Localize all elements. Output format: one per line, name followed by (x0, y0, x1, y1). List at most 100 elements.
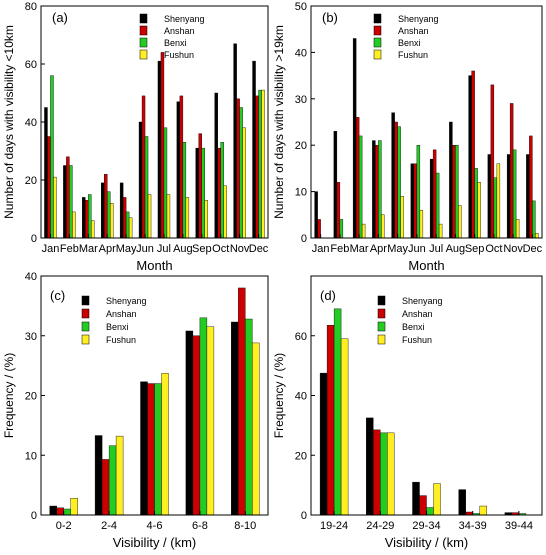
bar-fushun-feb (72, 211, 76, 239)
x-tick-label: Jan (312, 243, 330, 255)
legend-swatch-anshan (81, 308, 90, 319)
x-tick-label: 0-2 (56, 520, 72, 532)
bar-shenyang-mar (352, 38, 357, 239)
bar-anshan-nov (509, 103, 514, 239)
bar-benxi-jan (50, 75, 54, 239)
y-axis-title: Number of days with visibility <10km (2, 25, 16, 219)
bar-anshan-dec (255, 95, 259, 239)
panel-label: (b) (322, 10, 338, 25)
y-tick-label: 60 (295, 331, 307, 343)
legend-label-fushun: Fushun (398, 50, 428, 60)
bar-benxi-4-6 (154, 383, 162, 516)
legend-label-anshan: Anshan (402, 309, 433, 319)
bar-fushun-apr (110, 202, 114, 239)
legend-swatch-shenyang (377, 295, 386, 306)
bar-anshan-29-34 (419, 495, 427, 516)
bar-anshan-mar (85, 200, 89, 239)
bar-shenyang-sep (468, 75, 472, 239)
x-tick-label: Feb (60, 243, 79, 255)
x-tick-label: Mar (79, 243, 98, 255)
bar-benxi-sep (474, 168, 478, 239)
legend-swatch-fushun (139, 49, 148, 60)
bar-shenyang-8-10 (231, 321, 239, 516)
y-tick-label: 20 (295, 140, 307, 152)
x-tick-label: May (387, 243, 408, 255)
bar-fushun-apr (381, 214, 385, 239)
legend-swatch-anshan (377, 308, 386, 319)
bar-anshan-jul (160, 52, 165, 239)
bar-shenyang-nov (233, 43, 237, 239)
bar-benxi-aug (182, 142, 187, 239)
bar-anshan-nov (236, 98, 240, 239)
x-tick-label: Jul (157, 243, 171, 255)
bar-shenyang-feb (63, 165, 67, 239)
bar-benxi-nov (512, 149, 517, 239)
bar-anshan-feb (66, 156, 70, 239)
legend-label-fushun: Fushun (164, 50, 194, 60)
y-tick-label: 40 (295, 47, 307, 59)
bar-shenyang-oct (487, 154, 492, 239)
y-tick-label: 0 (31, 233, 37, 245)
bar-shenyang-aug (449, 121, 453, 239)
y-tick-label: 30 (295, 94, 307, 106)
legend-swatch-benxi (81, 321, 90, 332)
x-tick-label: Nov (230, 243, 250, 255)
x-tick-label: 39-44 (505, 520, 533, 532)
bar-benxi-8-10 (245, 318, 253, 516)
legend-label-anshan: Anshan (398, 26, 429, 36)
bar-fushun-jun (147, 194, 152, 239)
bar-anshan-4-6 (147, 383, 155, 516)
chart-panel-4: 0 20 40 60 19-24 24-29 29-34 34-39 39-44 Visibili… (272, 275, 543, 550)
bar-fushun-mar (91, 220, 95, 239)
bar-anshan-oct (217, 147, 221, 239)
bar-shenyang-29-34 (412, 481, 420, 516)
y-tick-label: 20 (295, 450, 307, 462)
legend-label-benxi: Benxi (106, 322, 129, 332)
bar-benxi-jun (416, 144, 421, 239)
legend-label-benxi: Benxi (402, 322, 425, 332)
x-axis-title: Month (136, 258, 172, 273)
bar-shenyang-sep (195, 147, 199, 239)
bar-shenyang-feb (333, 131, 338, 239)
bar-fushun-dec (261, 89, 265, 239)
bar-shenyang-mar (82, 197, 86, 239)
x-tick-label: 29-34 (412, 520, 440, 532)
x-tick-label: Aug (446, 243, 466, 255)
bar-benxi-dec (258, 89, 262, 239)
bar-fushun-0-2 (70, 498, 78, 516)
legend-label-shenyang: Shenyang (402, 296, 443, 306)
y-tick-label: 20 (25, 175, 37, 187)
x-tick-label: Mar (350, 243, 369, 255)
x-tick-label: Apr (99, 243, 116, 255)
legend-swatch-fushun (373, 49, 382, 60)
bar-benxi-jul (163, 127, 168, 239)
panel-label: (d) (320, 288, 336, 303)
bar-anshan-aug (179, 95, 184, 239)
legend-label-anshan: Anshan (106, 309, 137, 319)
bar-benxi-6-8 (199, 317, 208, 516)
x-tick-label: 19-24 (320, 520, 348, 532)
x-tick-label: Sep (465, 243, 485, 255)
bar-benxi-mar (88, 194, 92, 239)
bar-anshan-0-2 (56, 507, 64, 516)
bar-shenyang-dec (252, 60, 256, 239)
x-tick-label: 4-6 (147, 520, 163, 532)
x-tick-label: Feb (330, 243, 349, 255)
x-axis-title: Visibility / (km) (385, 535, 469, 550)
plot-frame (310, 5, 543, 239)
y-tick-label: 30 (25, 331, 37, 343)
legend-swatch-benxi (373, 37, 382, 48)
bar-anshan-may (394, 121, 398, 239)
legend-swatch-fushun (81, 334, 90, 345)
bar-shenyang-nov (506, 154, 511, 239)
legend-swatch-shenyang (139, 13, 148, 24)
bar-fushun-jul (166, 194, 171, 239)
bar-anshan-19-24 (326, 325, 335, 516)
bar-anshan-may (122, 197, 127, 239)
y-axis-title: Frequency / (%) (272, 353, 286, 438)
bar-shenyang-4-6 (140, 381, 148, 516)
bar-anshan-8-10 (238, 287, 246, 516)
bar-fushun-nov (515, 219, 520, 239)
bar-benxi-sep (201, 147, 205, 239)
